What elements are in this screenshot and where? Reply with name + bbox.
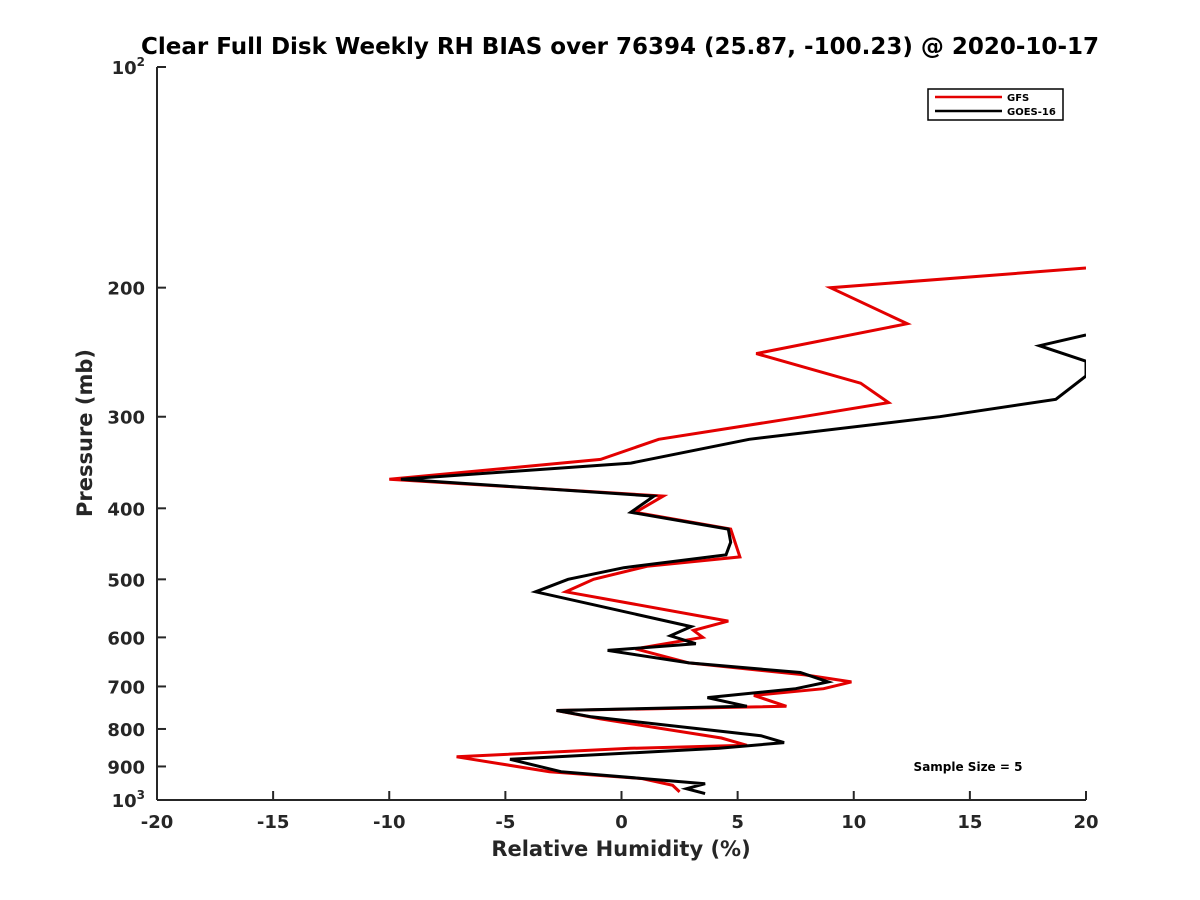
x-tick-label: 0 — [615, 812, 628, 833]
x-tick-label: -15 — [257, 812, 290, 833]
y-tick-label: 800 — [107, 720, 145, 741]
y-tick-label: 102 — [112, 55, 145, 79]
y-tick-label: 200 — [107, 279, 145, 300]
chart-title: Clear Full Disk Weekly RH BIAS over 7639… — [141, 34, 1099, 60]
series-line-goes16 — [400, 333, 1086, 796]
y-tick-label: 103 — [112, 788, 145, 812]
series-layer — [389, 266, 1086, 796]
x-tick-label: 15 — [957, 812, 982, 833]
legend-label-gfs: GFS — [1007, 93, 1029, 104]
x-tick-label: -10 — [373, 812, 406, 833]
x-axis-label: Relative Humidity (%) — [491, 837, 750, 861]
y-tick-label: 600 — [107, 628, 145, 649]
series-line-gfs — [389, 266, 1086, 793]
y-tick-label: 700 — [107, 677, 145, 698]
legend-label-goes16: GOES-16 — [1007, 107, 1056, 118]
y-axis-label: Pressure (mb) — [73, 349, 97, 517]
sample-size-annotation: Sample Size = 5 — [914, 760, 1023, 774]
ticks-layer: -20 -15 -10 -5 0 5 10 15 20 102 200 300 400 500 600 700… — [107, 55, 1098, 833]
x-tick-label: -5 — [495, 812, 515, 833]
y-tick-label: 400 — [107, 499, 145, 520]
y-tick-label: 500 — [107, 570, 145, 591]
x-tick-label: 5 — [731, 812, 744, 833]
legend-box — [927, 88, 1064, 121]
y-tick-label: 300 — [107, 408, 145, 429]
legend: GFS GOES-16 — [927, 88, 1064, 121]
y-tick-label: 900 — [107, 757, 145, 778]
x-tick-label: 20 — [1073, 812, 1098, 833]
axes-layer — [156, 67, 1086, 801]
x-tick-label: -20 — [141, 812, 174, 833]
x-tick-label: 10 — [841, 812, 866, 833]
